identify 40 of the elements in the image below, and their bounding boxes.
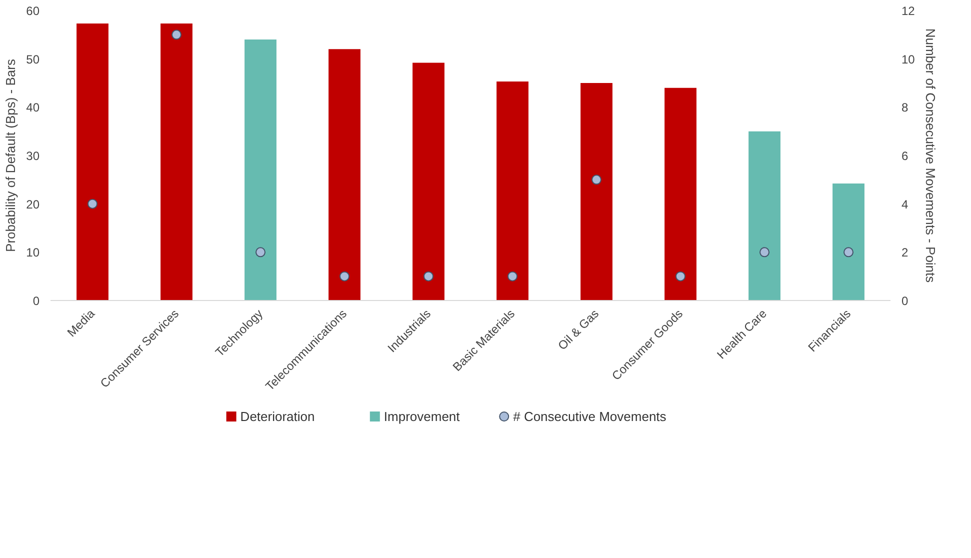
y-tick-label: 40: [26, 100, 40, 115]
y-tick-label: 20: [26, 197, 40, 212]
y2-tick-label: 2: [902, 246, 908, 260]
bar: [76, 24, 108, 300]
y2-tick-label: 10: [902, 52, 916, 66]
y-axis-title: Probability of Default (Bps) - Bars: [3, 58, 18, 252]
y2-tick-label: 12: [902, 4, 916, 18]
y-tick-label: 0: [32, 294, 40, 308]
y-tick-label: 30: [26, 149, 40, 163]
point: [676, 271, 686, 282]
y2-tick-label: 8: [902, 100, 908, 115]
y2-axis-title: Number of Consecutive Movements - Points: [922, 28, 938, 284]
legend-label: Deterioration: [240, 409, 315, 424]
y-tick-label: 10: [26, 246, 40, 260]
y2-tick-label: 0: [902, 294, 908, 308]
point: [760, 247, 770, 258]
x-tick-label: Oil & Gas: [555, 306, 602, 353]
point: [844, 247, 854, 258]
y-tick-label: 50: [26, 52, 40, 66]
bar: [496, 82, 528, 300]
bar: [412, 62, 444, 300]
bar: [244, 40, 276, 300]
point: [508, 271, 518, 282]
point: [424, 271, 434, 282]
bar: [328, 49, 360, 300]
y2-tick-label: 4: [902, 197, 908, 212]
point: [172, 30, 182, 40]
point: [592, 174, 602, 185]
bar: [580, 83, 612, 300]
bar: [160, 24, 192, 300]
y2-tick-label: 6: [902, 149, 908, 163]
bar: [664, 88, 696, 300]
legend-label: Improvement: [384, 409, 460, 424]
point: [88, 198, 98, 209]
point: [340, 271, 350, 282]
legend-label: # Consecutive Movements: [513, 409, 667, 424]
bar: [748, 131, 780, 300]
y-tick-label: 60: [26, 4, 40, 18]
point: [256, 247, 266, 258]
bar: [832, 184, 864, 300]
